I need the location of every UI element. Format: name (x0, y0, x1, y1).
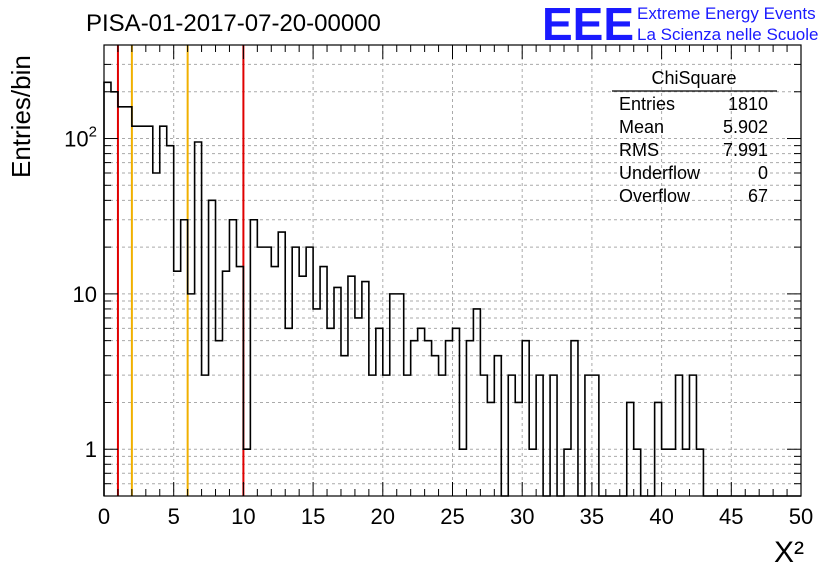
x-tick-labels: 0 5 10 15 20 25 30 35 40 45 50 (98, 504, 813, 529)
stats-rows: Entries 1810 Mean 5.902 RMS 7.991 Underflow 0 Ov… (619, 94, 768, 206)
x-tick-label: 35 (580, 504, 604, 529)
stats-label: Overflow (619, 186, 691, 206)
axis-ticks (103, 44, 802, 497)
y-tick-label: 1 (85, 437, 97, 462)
stats-label: RMS (619, 140, 659, 160)
y-tick-label: 102 (64, 124, 97, 152)
y-axis-label: Entries/bin (6, 55, 36, 178)
y-tick-label: 10 (73, 282, 97, 307)
x-tick-label: 40 (649, 504, 673, 529)
stats-label: Entries (619, 94, 675, 114)
x-tick-label: 30 (510, 504, 534, 529)
x-tick-label: 5 (168, 504, 180, 529)
x-tick-label: 45 (719, 504, 743, 529)
eee-logo: EEE Extreme Energy Events La Scienza nel… (542, 0, 818, 50)
stats-value: 1810 (728, 94, 768, 114)
x-axis-label: X² (774, 536, 804, 569)
logo-line1: Extreme Energy Events (637, 4, 816, 23)
stats-value: 67 (748, 186, 768, 206)
stats-box: ChiSquare Entries 1810 Mean 5.902 RMS 7.991 Un… (612, 68, 777, 206)
x-tick-label: 25 (440, 504, 464, 529)
logo-line2: La Scienza nelle Scuole (637, 25, 818, 44)
x-tick-label: 15 (301, 504, 325, 529)
stats-title: ChiSquare (651, 68, 736, 88)
x-tick-label: 10 (231, 504, 255, 529)
stats-value: 7.991 (723, 140, 768, 160)
logo-mark: EEE (542, 0, 634, 50)
chart-title: PISA-01-2017-07-20-00000 (86, 10, 381, 37)
y-tick-labels: 1 10 102 (64, 124, 97, 463)
x-tick-label: 50 (789, 504, 813, 529)
stats-label: Underflow (619, 163, 701, 183)
stats-label: Mean (619, 117, 664, 137)
x-tick-label: 0 (98, 504, 110, 529)
x-tick-label: 20 (371, 504, 395, 529)
stats-value: 0 (758, 163, 768, 183)
stats-value: 5.902 (723, 117, 768, 137)
